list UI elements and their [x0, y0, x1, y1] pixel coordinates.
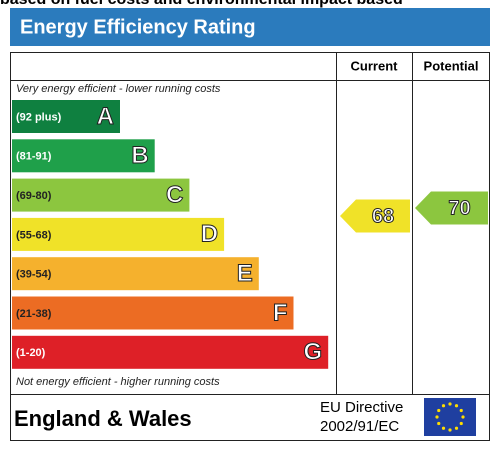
band-letter: A — [97, 103, 114, 130]
band — [12, 296, 294, 330]
band-range: (55-68) — [16, 229, 52, 241]
star — [459, 421, 463, 426]
star — [437, 421, 441, 426]
star — [435, 415, 439, 419]
band — [12, 139, 155, 173]
band-letter: D — [201, 221, 218, 248]
band — [12, 257, 259, 291]
band-range: (1-20) — [16, 347, 46, 359]
band-range: (92 plus) — [16, 111, 62, 123]
chart-title: Energy Efficiency Rating — [20, 16, 256, 38]
band-letter: E — [237, 260, 253, 287]
band-range: (69-80) — [16, 190, 52, 202]
band — [12, 100, 120, 133]
rating-value: 68 — [372, 205, 394, 227]
band-range: (81-91) — [16, 151, 52, 163]
title-bar — [10, 8, 490, 46]
band-letter: F — [273, 299, 288, 326]
band-range: (39-54) — [16, 269, 52, 281]
top-note: Very energy efficient - lower running co… — [16, 83, 221, 95]
band-letter: C — [166, 181, 183, 208]
band-letter: G — [304, 339, 323, 366]
star — [459, 408, 463, 413]
rating-arrow — [415, 191, 488, 225]
star — [441, 404, 446, 408]
star — [454, 404, 459, 408]
column-header: Potential — [424, 58, 479, 73]
band-range: (21-38) — [16, 308, 52, 320]
star — [448, 402, 452, 406]
band — [12, 335, 329, 369]
top-fragment: based on fuel costs and environmental im… — [0, 0, 403, 8]
bottom-note: Not energy efficient - higher running co… — [16, 376, 220, 388]
band-letter: B — [131, 142, 148, 169]
star — [448, 428, 452, 432]
star — [461, 415, 465, 419]
rating-arrow — [340, 199, 410, 233]
star — [437, 408, 441, 413]
region: England & Wales — [14, 406, 192, 431]
band — [12, 178, 190, 212]
directive: 2002/91/EC — [320, 418, 399, 435]
band — [12, 217, 225, 251]
star — [454, 426, 459, 430]
frame — [10, 52, 490, 441]
star — [441, 426, 446, 430]
eu-flag — [424, 398, 476, 436]
column-header: Current — [351, 58, 399, 73]
rating-value: 70 — [448, 197, 470, 219]
directive: EU Directive — [320, 399, 403, 416]
